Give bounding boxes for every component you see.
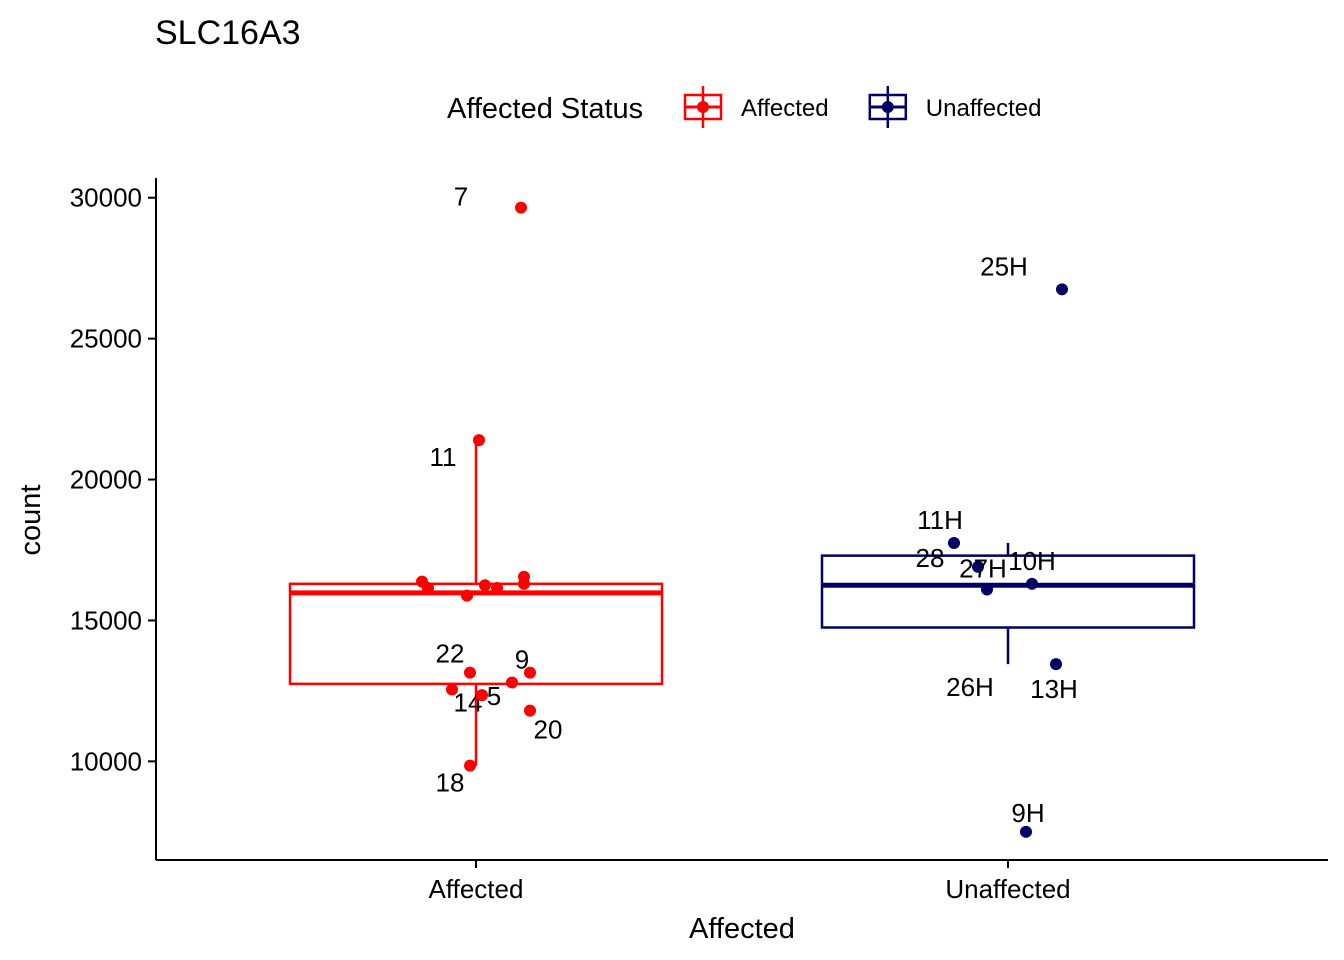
data-point <box>446 683 458 696</box>
point-label: 22 <box>436 639 465 669</box>
legend: Affected Status Affected Unaffected <box>447 86 1041 128</box>
y-tick-label: 25000 <box>70 324 142 354</box>
data-point <box>464 759 476 772</box>
data-point <box>479 579 491 592</box>
data-point <box>473 434 485 447</box>
data-point <box>476 689 488 702</box>
point-label: 9 <box>515 644 529 674</box>
point-label: 10H <box>1008 546 1056 576</box>
x-axis-title: Affected <box>689 913 795 945</box>
data-point <box>1026 577 1038 590</box>
point-label: 7 <box>454 182 468 212</box>
data-point <box>464 666 476 679</box>
legend-key <box>683 86 723 128</box>
legend-key-point <box>697 101 709 113</box>
point-label: 20 <box>534 715 563 745</box>
data-point <box>506 676 518 689</box>
point-label: 25H <box>980 251 1028 281</box>
y-tick-label: 30000 <box>70 183 142 213</box>
data-point <box>972 560 984 573</box>
box-iqr <box>288 582 664 686</box>
point-label: 18 <box>436 768 465 798</box>
legend-label: Unaffected <box>926 95 1042 122</box>
data-point <box>524 666 536 679</box>
point-label: 13H <box>1030 674 1078 704</box>
data-point <box>518 577 530 590</box>
legend-title: Affected Status <box>447 93 643 125</box>
data-point <box>422 582 434 595</box>
point-label: 11H <box>917 505 963 535</box>
y-tick-label: 10000 <box>70 746 142 776</box>
box-iqr <box>820 554 1196 629</box>
point-label: 28 <box>916 543 945 573</box>
data-point <box>461 589 473 602</box>
data-point <box>1056 283 1068 296</box>
point-label: 26H <box>946 672 994 702</box>
chart-title: SLC16A3 <box>155 14 301 52</box>
data-point <box>981 583 993 596</box>
point-label: 9H <box>1011 798 1044 828</box>
point-label: 11 <box>430 442 457 472</box>
y-axis-title: count <box>15 485 47 556</box>
data-point <box>1050 658 1062 671</box>
y-tick-label: 20000 <box>70 465 142 495</box>
legend-label: Affected <box>741 95 829 122</box>
y-tick-label: 15000 <box>70 605 142 635</box>
point-label: 5 <box>487 681 501 711</box>
axes: 10000 15000 20000 25000 30000 Affected Unaffec… <box>70 178 1328 904</box>
legend-key-point <box>881 101 894 113</box>
x-tick-label: Unaffected <box>945 874 1070 904</box>
data-point <box>1020 825 1032 838</box>
data-point <box>515 201 527 214</box>
data-point <box>491 582 503 595</box>
legend-key <box>868 86 908 128</box>
data-point <box>524 704 536 717</box>
point-label: 27H <box>959 553 1007 583</box>
x-tick-label: Affected <box>429 874 524 904</box>
data-point <box>948 536 960 549</box>
